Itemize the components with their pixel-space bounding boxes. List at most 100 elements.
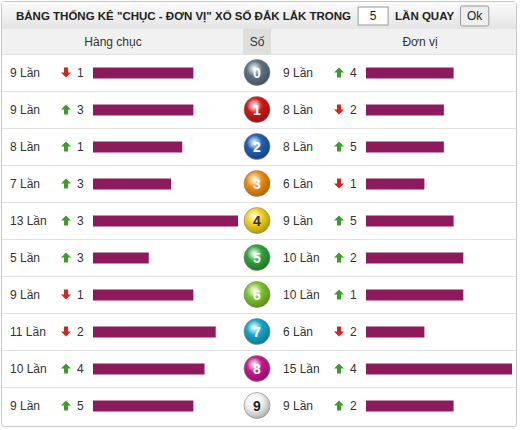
chart: BẢNG THỐNG KÊ "CHỤC - ĐƠN VỊ" XỔ SỐ ĐẮK …: [0, 0, 520, 430]
ok-button-label[interactable]: Ok: [467, 9, 483, 23]
arrow-up: [334, 216, 344, 226]
change-label: 1: [77, 140, 84, 154]
row-separator: [2, 165, 516, 166]
frame: [2, 2, 517, 427]
bar: [366, 290, 463, 301]
draws-input-value[interactable]: 5: [370, 9, 377, 23]
category-header-background: [243, 29, 271, 54]
bar: [93, 105, 193, 116]
change-label: 2: [350, 399, 357, 413]
column-header: Hàng chục: [84, 35, 141, 49]
change-label: 5: [77, 399, 84, 413]
arrow-down: [61, 290, 71, 300]
ok-button[interactable]: [460, 6, 488, 26]
bar: [93, 364, 205, 375]
bar: [366, 142, 444, 153]
change-label: 1: [77, 66, 84, 80]
change-label: 1: [350, 177, 357, 191]
count-label: 10 Lần: [10, 362, 47, 376]
arrow-up: [61, 364, 71, 374]
bar: [93, 142, 182, 153]
category-label: 9: [253, 398, 261, 414]
count-label: 8 Lần: [10, 140, 40, 154]
bar: [366, 364, 512, 375]
bar: [93, 290, 193, 301]
arrow-up: [61, 216, 71, 226]
change-label: 3: [77, 177, 84, 191]
row-separator: [2, 202, 516, 203]
count-label: 5 Lần: [10, 251, 40, 265]
count-label: 8 Lần: [283, 140, 313, 154]
title: BẢNG THỐNG KÊ "CHỤC - ĐƠN VỊ" XỔ SỐ ĐẮK …: [16, 9, 351, 23]
count-label: 9 Lần: [283, 399, 313, 413]
arrow-down: [61, 327, 71, 337]
category-label: 0: [253, 65, 261, 81]
change-label: 4: [77, 362, 84, 376]
column-header: Đơn vị: [402, 35, 437, 49]
ball: [244, 245, 270, 271]
bar: [366, 401, 454, 412]
count-label: 11 Lần: [10, 325, 46, 339]
count-label: 15 Lần: [283, 362, 320, 376]
draws-label: LẦN QUAY: [395, 10, 454, 22]
column-header: Số: [250, 35, 265, 49]
ball: [244, 356, 270, 382]
bar: [93, 401, 193, 412]
ball: [244, 282, 270, 308]
bar: [93, 253, 149, 264]
count-label: 6 Lần: [283, 177, 313, 191]
ball: [244, 319, 270, 345]
ball: [244, 393, 270, 419]
column-header-background: [2, 29, 516, 54]
category-label: 3: [253, 176, 261, 192]
count-label: 9 Lần: [10, 288, 40, 302]
change-label: 1: [350, 288, 357, 302]
draws-input[interactable]: [358, 7, 388, 25]
arrow-up: [334, 142, 344, 152]
change-label: 2: [350, 325, 357, 339]
arrow-down: [334, 179, 344, 189]
category-label: 5: [253, 250, 261, 266]
category-label: 7: [253, 324, 261, 340]
change-label: 4: [350, 362, 357, 376]
arrow-up: [61, 253, 71, 263]
count-label: 8 Lần: [283, 103, 313, 117]
ball: [244, 171, 270, 197]
count-label: 9 Lần: [283, 214, 313, 228]
change-label: 5: [350, 214, 357, 228]
count-label: 9 Lần: [10, 103, 40, 117]
bar: [366, 216, 454, 227]
change-label: 5: [350, 140, 357, 154]
row-separator: [2, 350, 516, 351]
change-label: 2: [350, 251, 357, 265]
category-label: 6: [253, 287, 261, 303]
change-label: 3: [77, 214, 84, 228]
bar: [366, 105, 444, 116]
bar: [93, 327, 216, 338]
change-label: 3: [77, 103, 84, 117]
ball: [244, 208, 270, 234]
count-label: 10 Lần: [283, 251, 320, 265]
category-label: 1: [253, 102, 261, 118]
arrow-down: [334, 327, 344, 337]
arrow-up: [334, 290, 344, 300]
row-separator: [2, 91, 516, 92]
arrow-up: [334, 401, 344, 411]
arrow-up: [334, 68, 344, 78]
change-label: 3: [77, 251, 84, 265]
bar: [366, 327, 424, 338]
row-separator: [2, 387, 516, 388]
bar: [366, 253, 463, 264]
arrow-up: [61, 179, 71, 189]
category-label: 4: [253, 213, 261, 229]
bar: [93, 68, 193, 79]
count-label: 13 Lần: [10, 214, 47, 228]
arrow-up: [334, 364, 344, 374]
bars: [93, 68, 512, 412]
row-separator: [2, 128, 516, 129]
count-label: 9 Lần: [10, 399, 40, 413]
category-label: 8: [253, 361, 261, 377]
bar: [93, 216, 238, 227]
change-label: 2: [350, 103, 357, 117]
arrow-up: [61, 401, 71, 411]
